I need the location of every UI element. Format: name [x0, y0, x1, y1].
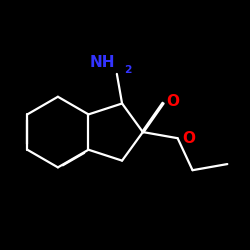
Text: O: O [182, 131, 195, 146]
Text: 2: 2 [124, 65, 131, 75]
Text: O: O [166, 94, 179, 109]
Text: NH: NH [90, 55, 115, 70]
